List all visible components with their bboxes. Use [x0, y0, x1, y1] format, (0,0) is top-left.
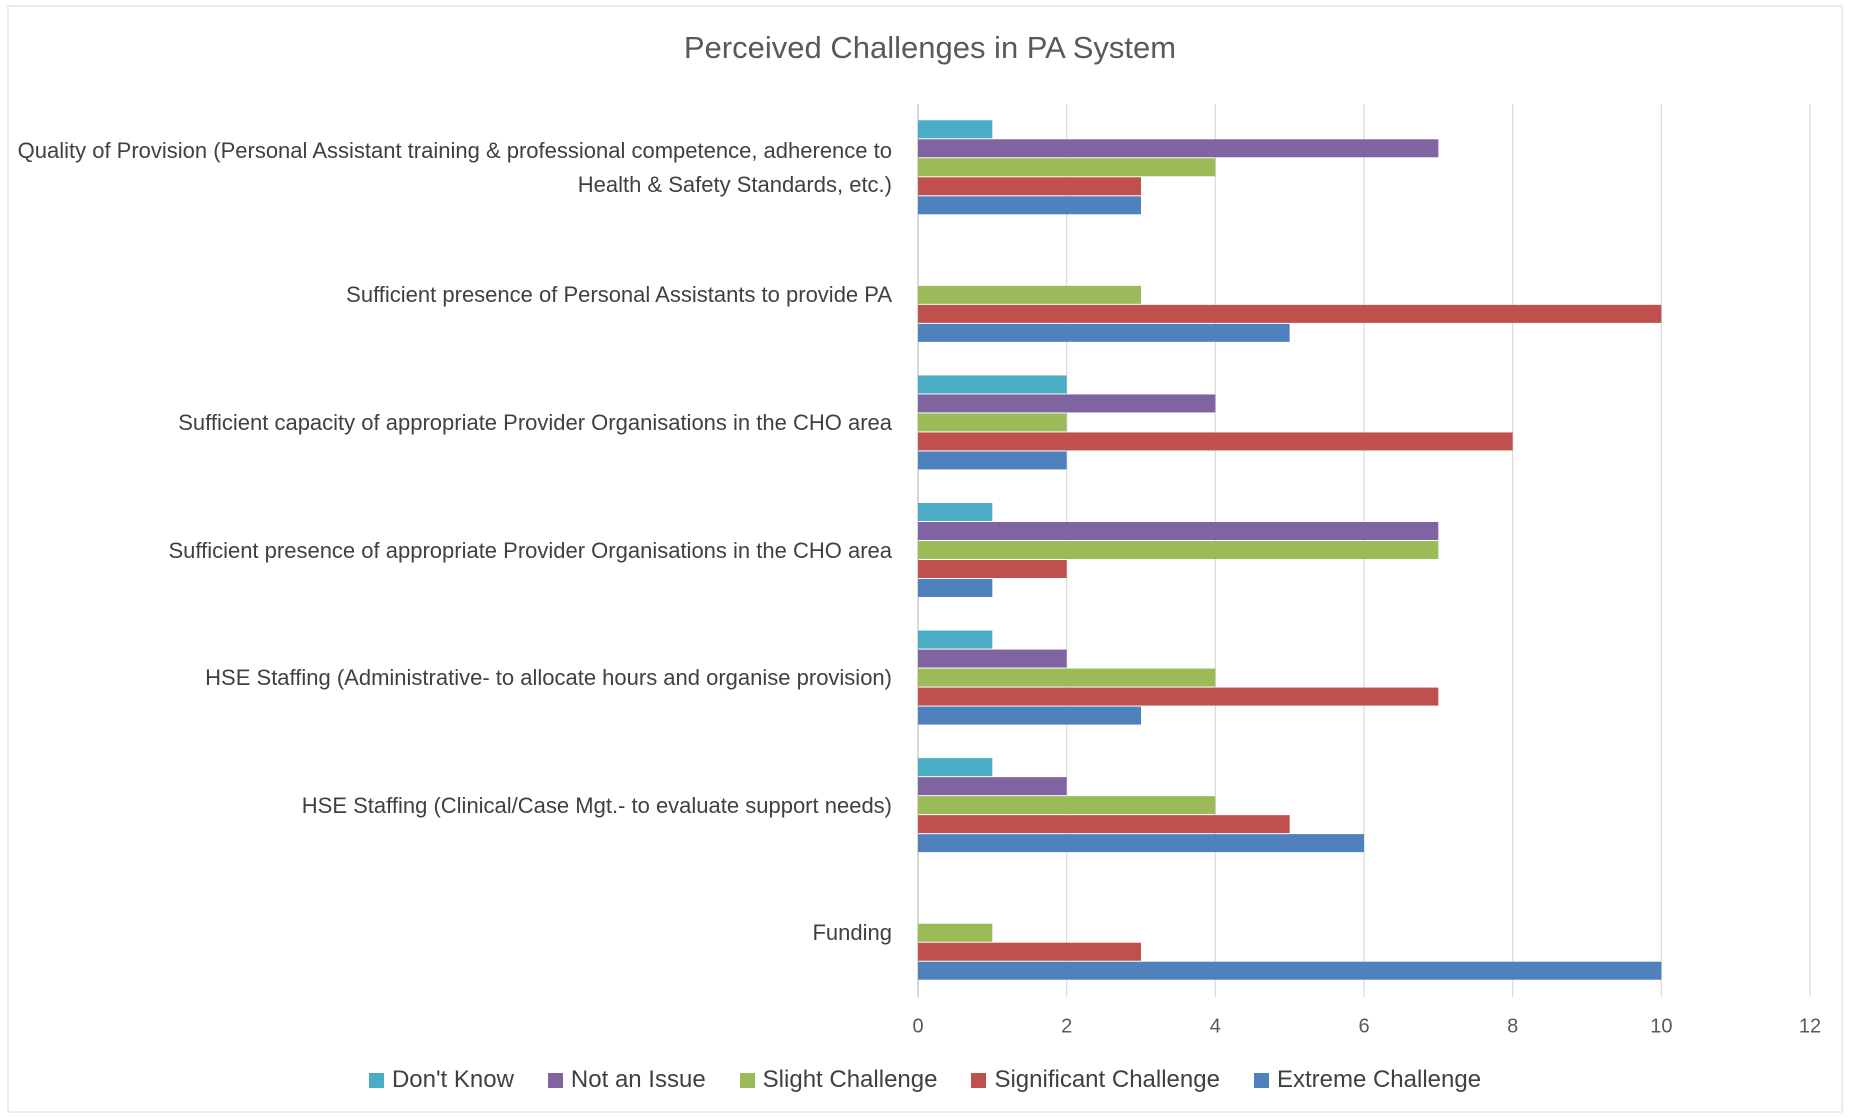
- bar: [918, 323, 1290, 342]
- bar: [918, 158, 1216, 177]
- legend-swatch: [368, 1072, 384, 1088]
- legend-item: Slight Challenge: [739, 1066, 938, 1094]
- legend-swatch: [1253, 1072, 1269, 1088]
- bar: [918, 413, 1067, 432]
- bar: [918, 432, 1513, 451]
- bar: [918, 541, 1439, 559]
- legend: Don't Know Not an Issue Slight Challenge Si…: [0, 1066, 1850, 1094]
- x-tick-label: 6: [1358, 1015, 1369, 1037]
- bar: [918, 196, 1141, 215]
- legend-item: Significant Challenge: [971, 1066, 1220, 1094]
- category-label: Sufficient presence of appropriate Provi…: [168, 537, 892, 563]
- bar: [918, 139, 1439, 158]
- bar: [918, 923, 993, 942]
- bar: [918, 961, 1662, 980]
- bar: [918, 815, 1290, 834]
- x-tick-label: 12: [1799, 1015, 1821, 1037]
- chart-border: [7, 5, 1843, 1113]
- x-tick-label: 0: [912, 1015, 923, 1037]
- bar: [918, 304, 1662, 323]
- legend-label: Don't Know: [391, 1066, 514, 1093]
- legend-label: Not an Issue: [570, 1066, 706, 1093]
- category-label: Sufficient presence of Personal Assistan…: [346, 282, 892, 308]
- bar: [918, 503, 993, 521]
- category-label: HSE Staffing (Clinical/Case Mgt.- to eva…: [301, 792, 892, 818]
- bar: [918, 942, 1141, 961]
- chart-title: Perceived Challenges in PA System: [684, 30, 1176, 65]
- bar: [918, 560, 1067, 578]
- bar: [918, 120, 993, 139]
- bar: [918, 579, 993, 597]
- bar: [918, 706, 1141, 725]
- bar: [918, 285, 1141, 304]
- legend-swatch: [739, 1072, 755, 1088]
- bar: [918, 649, 1067, 668]
- bar: [918, 668, 1216, 687]
- legend-item: Don't Know: [368, 1066, 514, 1094]
- category-label: Quality of Provision (Personal Assistant…: [17, 137, 892, 197]
- bar: [918, 630, 993, 649]
- category-label: Funding: [812, 920, 892, 946]
- x-tick-label: 4: [1210, 1015, 1221, 1037]
- bar: [918, 177, 1141, 196]
- x-tick-label: 2: [1061, 1015, 1072, 1037]
- legend-label: Significant Challenge: [994, 1066, 1220, 1093]
- legend-swatch: [971, 1072, 987, 1088]
- bar: [918, 758, 993, 777]
- bar: [918, 777, 1067, 796]
- bar: [918, 394, 1216, 413]
- bar: [918, 796, 1216, 815]
- legend-label: Slight Challenge: [762, 1066, 938, 1093]
- x-tick-label: 8: [1507, 1015, 1518, 1037]
- bar: [918, 834, 1364, 853]
- legend-label: Extreme Challenge: [1276, 1066, 1482, 1093]
- bar: [918, 375, 1067, 394]
- bar: [918, 522, 1439, 540]
- legend-item: Extreme Challenge: [1253, 1066, 1482, 1094]
- bar: [918, 687, 1439, 706]
- category-label: HSE Staffing (Administrative- to allocat…: [205, 665, 892, 691]
- bar: [918, 451, 1067, 470]
- legend-swatch: [547, 1072, 563, 1088]
- legend-item: Not an Issue: [547, 1066, 706, 1094]
- x-tick-label: 10: [1650, 1015, 1672, 1037]
- category-label: Sufficient capacity of appropriate Provi…: [178, 409, 892, 435]
